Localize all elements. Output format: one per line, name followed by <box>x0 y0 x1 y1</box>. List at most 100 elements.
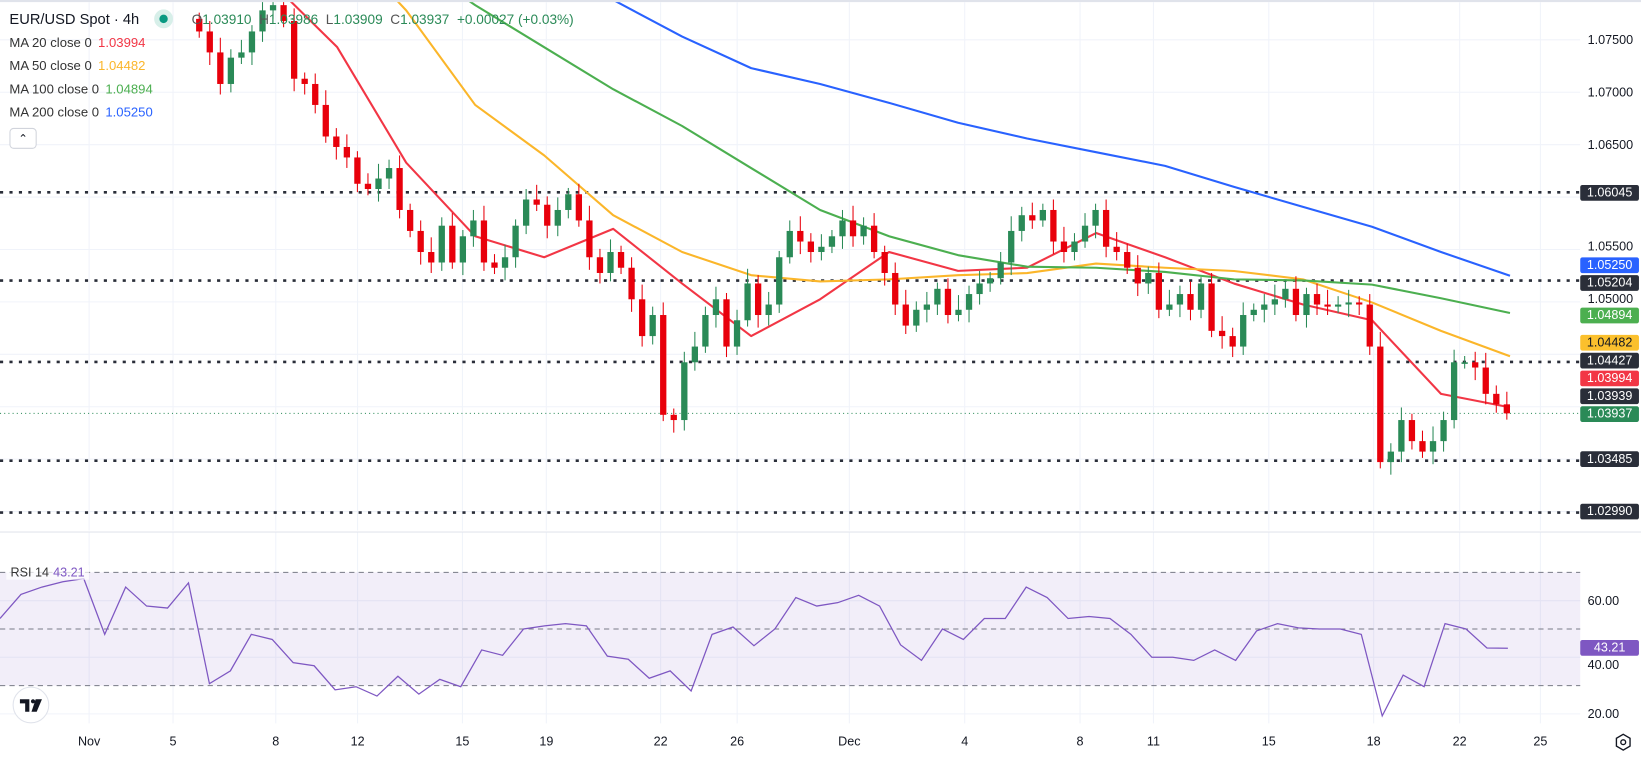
candle-body <box>1134 267 1141 284</box>
candle-body <box>238 52 245 58</box>
candle-body <box>312 83 319 105</box>
candle <box>354 151 361 193</box>
candle <box>1176 285 1184 318</box>
indicator-label: MA 20 close 0 <box>9 35 92 51</box>
candle <box>965 285 973 323</box>
candle <box>1124 243 1131 275</box>
candle <box>533 184 540 212</box>
indicator-legend-item[interactable]: MA 100 close 0 1.04894 <box>9 78 573 101</box>
candle <box>227 49 235 93</box>
pane-separator[interactable] <box>0 531 1641 533</box>
rsi-tick-label: 40.00 <box>1587 657 1620 673</box>
candle <box>1240 302 1247 355</box>
candle <box>364 173 372 196</box>
collapse-legend-button[interactable]: ⌃ <box>9 127 37 149</box>
candle-body <box>1187 294 1194 310</box>
candle-body <box>1166 304 1173 310</box>
candle-body <box>1176 294 1184 305</box>
indicator-value: 1.04894 <box>105 81 153 97</box>
indicator-legend-item[interactable]: MA 20 close 0 1.03994 <box>9 31 573 54</box>
candle <box>797 216 804 255</box>
candle-body <box>1387 451 1394 463</box>
candle-body <box>976 283 983 295</box>
market-open-icon <box>153 9 173 29</box>
time-tick-label: 11 <box>1146 733 1160 749</box>
moving-average-line <box>289 2 1511 409</box>
candle <box>269 2 277 19</box>
candle <box>976 270 983 305</box>
candle-body <box>628 267 635 300</box>
rsi-chart[interactable] <box>0 532 1581 724</box>
candle-body <box>860 225 867 237</box>
candle <box>997 252 1004 285</box>
candle-body <box>1429 441 1437 452</box>
candle <box>1472 351 1479 381</box>
candle-body <box>1313 294 1321 305</box>
candle <box>1345 289 1352 318</box>
candle <box>1408 413 1416 450</box>
candle-body <box>438 225 445 263</box>
rsi-label[interactable]: RSI 14 <box>10 565 49 580</box>
price-tick-label: 1.07000 <box>1587 84 1634 100</box>
high-label: H <box>259 11 269 27</box>
indicator-legend-item[interactable]: MA 50 close 0 1.04482 <box>9 55 573 78</box>
candle <box>428 237 435 273</box>
time-tick-label: 22 <box>1452 733 1467 749</box>
candle-body <box>1208 283 1215 331</box>
ohlc-values: O1.03910 H1.03986 L1.03909 C1.03937 +0.0… <box>192 11 574 27</box>
candle <box>1303 287 1310 328</box>
candle <box>691 331 699 371</box>
candle <box>828 229 836 254</box>
candle-body <box>575 194 583 221</box>
candle-body <box>343 146 351 158</box>
candle-body <box>1345 302 1352 305</box>
candle <box>522 189 530 235</box>
candle-body <box>797 230 804 242</box>
candle <box>1018 206 1025 242</box>
settings-gear-icon[interactable] <box>1614 733 1633 752</box>
candle-body <box>1250 309 1257 316</box>
candle-body <box>1197 283 1205 310</box>
candle-body <box>786 230 793 258</box>
candle-body <box>849 220 857 237</box>
candle <box>470 209 477 247</box>
symbol-title[interactable]: EUR/USD Spot · 4h <box>9 10 140 28</box>
candle <box>1250 303 1257 322</box>
candle-body <box>1377 346 1384 463</box>
candle <box>818 234 825 261</box>
candle-body <box>638 299 646 337</box>
candle-body <box>1493 393 1500 405</box>
candle <box>849 205 857 247</box>
candle <box>1229 327 1236 358</box>
candle-body <box>333 136 340 147</box>
candle-body <box>206 31 213 53</box>
candle-body <box>1155 272 1162 310</box>
candle-body <box>955 309 962 316</box>
candle-body <box>670 414 677 421</box>
candle-body <box>1218 330 1226 337</box>
candle-body <box>1408 420 1416 442</box>
candle-body <box>1324 304 1331 307</box>
candle <box>1493 385 1500 413</box>
price-tick-label: 1.07500 <box>1587 32 1634 48</box>
candle <box>280 2 287 28</box>
moving-average-line <box>396 2 1511 358</box>
chart-legend: EUR/USD Spot · 4h O1.03910 H1.03986 L1.0… <box>9 8 574 149</box>
candle <box>343 134 351 168</box>
price-badge: 1.02990 <box>1580 503 1639 520</box>
candle <box>1461 356 1468 369</box>
indicator-legend-item[interactable]: MA 200 close 0 1.05250 <box>9 101 573 124</box>
candle-body <box>1018 215 1025 231</box>
candle <box>1292 276 1300 322</box>
candle <box>1071 233 1078 261</box>
candle-body <box>913 309 920 326</box>
time-tick-label: 19 <box>539 733 554 749</box>
price-chart[interactable] <box>0 0 1581 531</box>
tradingview-logo[interactable] <box>12 686 50 724</box>
candle <box>438 217 445 271</box>
time-tick-label: 4 <box>961 733 969 749</box>
candle <box>333 128 340 160</box>
candle-body <box>997 262 1004 279</box>
candle <box>417 220 424 265</box>
candle-body <box>754 283 762 316</box>
